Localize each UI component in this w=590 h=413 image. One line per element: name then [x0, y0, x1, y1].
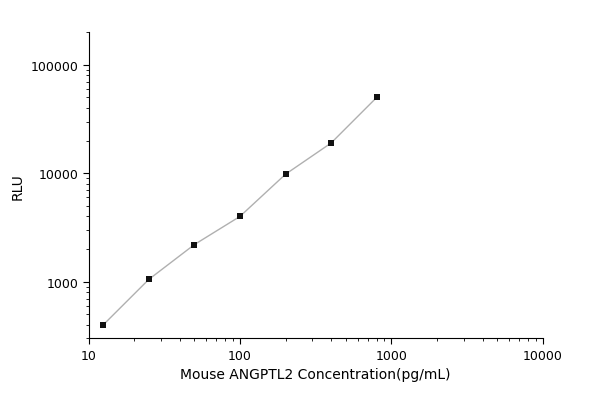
Point: [281, 171, 290, 178]
Point: [99, 322, 108, 328]
Point: [235, 214, 245, 220]
Point: [326, 140, 336, 147]
Point: [189, 242, 199, 248]
Point: [372, 95, 381, 102]
X-axis label: Mouse ANGPTL2 Concentration(pg/mL): Mouse ANGPTL2 Concentration(pg/mL): [181, 368, 451, 382]
Y-axis label: RLU: RLU: [11, 173, 25, 199]
Point: [144, 276, 153, 283]
